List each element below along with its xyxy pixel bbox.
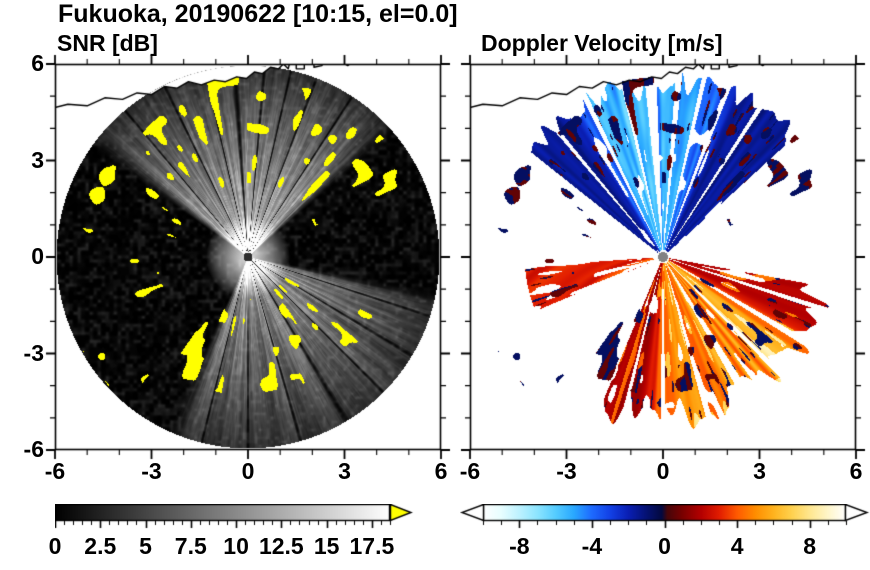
y-tick-label: 6 (31, 50, 44, 76)
x-tick-label: -3 (141, 458, 162, 484)
velocity-colorbar-tick-label: 8 (803, 533, 817, 559)
figure-title: Fukuoka, 20190622 [10:15, el=0.0] (58, 0, 458, 28)
y-tick-label: -6 (23, 436, 44, 462)
x-tick-label: -6 (44, 458, 66, 484)
x-tick-label: 0 (241, 458, 255, 484)
snr-colorbar-tick-label: 0 (48, 533, 62, 559)
snr-colorbar-tick-label: 15 (313, 533, 340, 559)
x-tick-label: 6 (849, 458, 863, 484)
x-tick-label: 6 (434, 458, 448, 484)
snr-colorbar-tick-label: 2.5 (84, 533, 117, 559)
snr-colorbar-tick-label: 5 (139, 533, 152, 559)
x-tick-label: -6 (459, 458, 481, 484)
snr-ppi-canvas (43, 52, 453, 462)
snr-colorbar-tick-label: 17.5 (349, 533, 395, 559)
snr-panel-title: SNR [dB] (57, 30, 158, 56)
y-tick-label: 3 (31, 146, 44, 173)
x-tick-label: 0 (656, 458, 670, 484)
snr-colorbar-canvas (55, 504, 425, 532)
snr-colorbar-tick-label: 7.5 (174, 533, 207, 559)
velocity-colorbar-canvas (460, 504, 870, 532)
x-tick-label: 3 (753, 458, 766, 484)
x-tick-label: 3 (338, 458, 351, 484)
snr-colorbar-tick-label: 12.5 (258, 533, 304, 559)
snr-colorbar-tick-label: 10 (223, 533, 249, 559)
velocity-colorbar-tick-label: 4 (730, 533, 744, 559)
velocity-colorbar-tick-label: -4 (581, 533, 603, 559)
velocity-colorbar-tick-label: -8 (509, 533, 530, 559)
y-tick-label: 0 (31, 243, 44, 269)
velocity-colorbar-tick-label: 0 (658, 533, 671, 559)
velocity-panel-title: Doppler Velocity [m/s] (481, 30, 723, 56)
velocity-ppi-canvas (458, 52, 868, 462)
x-tick-label: -3 (556, 458, 577, 484)
y-tick-label: -3 (23, 339, 44, 366)
